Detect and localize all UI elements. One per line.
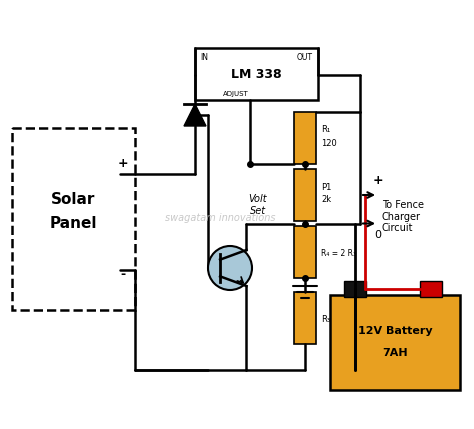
Text: +: + [373,175,383,187]
Bar [330,295,460,390]
Text: Panel: Panel [50,217,97,232]
Bar [294,112,316,164]
Text: R₄ = 2 R₃: R₄ = 2 R₃ [321,250,356,259]
Bar [420,281,442,297]
Text: Solar: Solar [51,191,96,206]
Text: 7AH: 7AH [382,347,408,357]
Text: OUT: OUT [297,53,313,62]
Bar [294,292,316,344]
Text: 2k: 2k [321,196,331,205]
Text: 120: 120 [321,139,337,148]
Text: +: + [118,157,128,170]
Bar [12,128,135,310]
Text: 0: 0 [374,230,382,241]
Text: 12V Battery: 12V Battery [358,326,432,335]
Text: Volt
Set: Volt Set [249,194,267,216]
Text: R₁: R₁ [321,126,330,135]
Bar [294,226,316,278]
Text: swagatam innovations: swagatam innovations [165,213,275,223]
Text: LM 338: LM 338 [231,67,282,81]
Bar [294,169,316,221]
Text: R₃: R₃ [321,315,330,324]
Text: ADJUST: ADJUST [223,91,249,97]
Bar [344,281,366,297]
Text: -: - [120,269,126,281]
Polygon shape [184,104,206,126]
Bar [195,48,318,100]
Circle shape [208,246,252,290]
Text: IN: IN [200,53,208,62]
Text: To Fence
Charger
Circuit: To Fence Charger Circuit [382,200,424,233]
Text: P1: P1 [321,182,331,191]
